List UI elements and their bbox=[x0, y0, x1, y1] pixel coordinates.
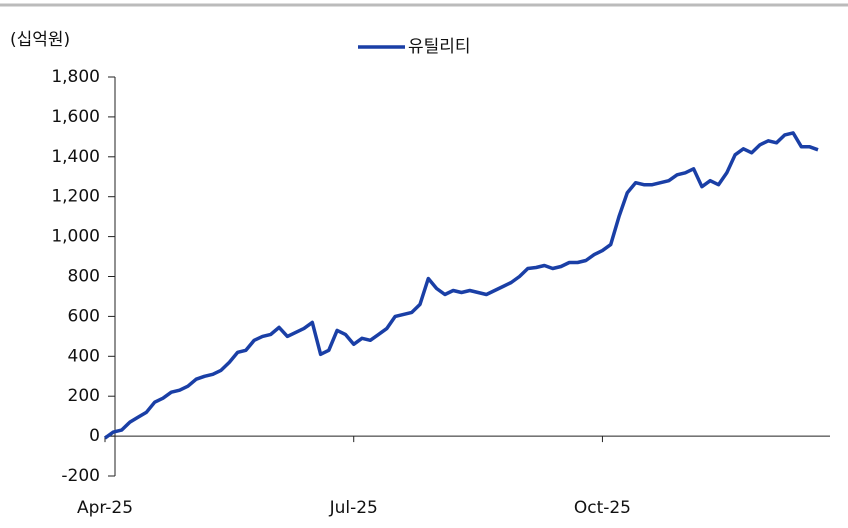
y-tick-label: 1,600 bbox=[51, 107, 100, 127]
y-tick-label: 400 bbox=[68, 346, 100, 366]
y-tick-label: 1,200 bbox=[51, 187, 100, 207]
y-tick-label: 800 bbox=[68, 267, 100, 287]
y-tick-label: 1,400 bbox=[51, 147, 100, 167]
x-tick-label: Oct-25 bbox=[574, 498, 631, 518]
y-tick-label: 1,000 bbox=[51, 227, 100, 247]
y-tick-label: 600 bbox=[68, 306, 100, 326]
data-line bbox=[103, 131, 819, 440]
x-tick-label: Apr-25 bbox=[77, 498, 133, 518]
y-tick-label: 1,800 bbox=[51, 67, 100, 87]
y-tick-label: -200 bbox=[61, 466, 100, 486]
y-tick-label: 200 bbox=[68, 386, 100, 406]
x-tick-label: Jul-25 bbox=[329, 498, 378, 518]
legend-label: 유틸리티 bbox=[408, 37, 471, 57]
y-tick-label: 0 bbox=[89, 426, 100, 446]
unit-label: (십억원) bbox=[10, 30, 70, 50]
